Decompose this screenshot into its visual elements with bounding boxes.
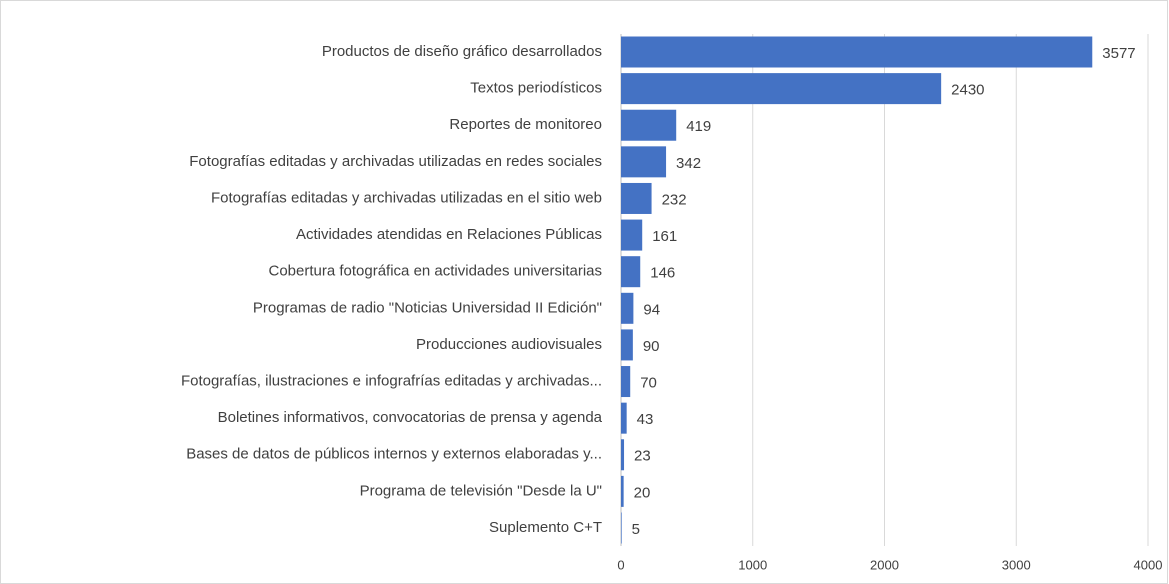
bar — [621, 36, 1093, 68]
value-label: 161 — [652, 228, 677, 245]
bar — [621, 366, 631, 398]
category-label: Programas de radio "Noticias Universidad… — [253, 299, 602, 316]
bar — [621, 73, 942, 105]
bar — [621, 512, 622, 544]
value-label: 232 — [662, 191, 687, 208]
category-label: Reportes de monitoreo — [449, 116, 602, 133]
value-label: 342 — [676, 155, 701, 172]
value-label: 419 — [686, 118, 711, 135]
category-label: Producciones audiovisuales — [416, 336, 602, 353]
value-label: 146 — [650, 265, 675, 282]
bar — [621, 292, 634, 324]
bar — [621, 329, 633, 361]
x-tick-label: 4000 — [1134, 557, 1163, 572]
bar — [621, 146, 667, 178]
value-label: 90 — [643, 338, 660, 355]
category-label: Bases de datos de públicos internos y ex… — [186, 446, 602, 463]
category-label: Fotografías editadas y archivadas utiliz… — [189, 153, 602, 170]
value-label: 5 — [632, 521, 640, 538]
bar — [621, 439, 625, 471]
bar — [621, 182, 652, 214]
category-label: Programa de televisión "Desde la U" — [360, 482, 602, 499]
category-label: Textos periodísticos — [470, 80, 602, 97]
bar — [621, 109, 677, 141]
category-label: Actividades atendidas en Relaciones Públ… — [296, 226, 602, 243]
value-label: 23 — [634, 448, 651, 465]
value-label: 94 — [643, 301, 660, 318]
category-label: Fotografías, ilustraciones e infografría… — [181, 373, 602, 390]
x-tick-label: 1000 — [738, 557, 767, 572]
value-label: 2430 — [951, 82, 984, 99]
category-label: Productos de diseño gráfico desarrollado… — [322, 43, 602, 60]
bar — [621, 402, 627, 434]
value-label: 20 — [634, 484, 651, 501]
category-label: Cobertura fotográfica en actividades uni… — [268, 263, 602, 280]
value-label: 70 — [640, 375, 657, 392]
bar — [621, 475, 624, 507]
value-label: 3577 — [1102, 45, 1135, 62]
value-label: 43 — [637, 411, 654, 428]
category-label: Fotografías editadas y archivadas utiliz… — [211, 189, 602, 206]
category-label: Suplemento C+T — [489, 519, 602, 536]
bar — [621, 219, 643, 251]
bar — [621, 256, 641, 288]
category-label: Boletines informativos, convocatorias de… — [218, 409, 603, 426]
x-tick-label: 2000 — [870, 557, 899, 572]
x-tick-label: 3000 — [1002, 557, 1031, 572]
x-tick-label: 0 — [617, 557, 624, 572]
